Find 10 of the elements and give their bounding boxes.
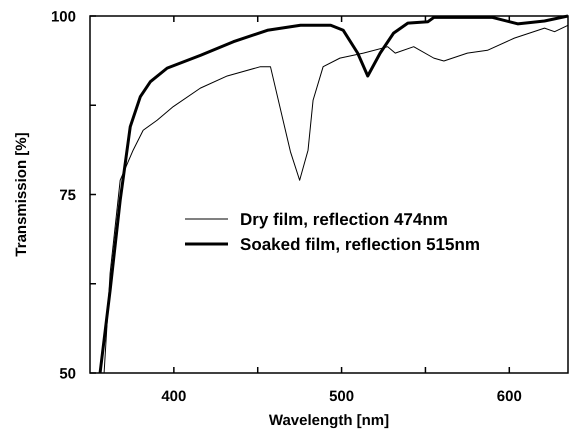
x-tick-label: 600 [496, 388, 522, 405]
y-tick-label: 100 [50, 8, 76, 26]
x-tick-label: 500 [329, 388, 354, 405]
y-tick-label: 50 [59, 365, 76, 382]
x-tick-label: 400 [161, 388, 186, 405]
legend-label: Dry film, reflection 474nm [240, 210, 448, 229]
legend-label: Soaked film, reflection 515nm [240, 234, 480, 254]
x-axis-title: Wavelength [nm] [268, 412, 390, 429]
y-axis-title: Transmission [%] [13, 132, 30, 257]
y-tick-label: 75 [59, 186, 76, 204]
